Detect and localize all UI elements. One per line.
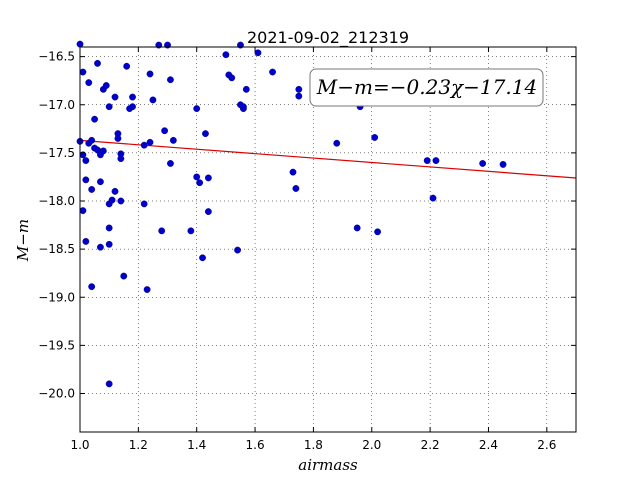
fit-line xyxy=(79,139,577,179)
x-tick-label: 2.2 xyxy=(421,438,440,452)
data-point xyxy=(82,176,90,184)
data-point xyxy=(105,103,113,111)
data-point xyxy=(499,161,507,168)
data-point xyxy=(289,168,297,176)
data-point xyxy=(479,160,487,167)
y-tick-label: −18.0 xyxy=(38,194,75,208)
data-point xyxy=(94,59,101,67)
y-tick-label: −19.5 xyxy=(38,338,75,352)
y-tick-label: −19.0 xyxy=(38,290,75,304)
x-tick-label: 1.2 xyxy=(129,438,148,452)
data-point xyxy=(333,139,341,147)
data-point xyxy=(269,68,276,76)
data-point xyxy=(140,200,148,208)
data-point xyxy=(193,173,201,181)
data-point xyxy=(149,96,157,104)
data-point xyxy=(79,207,87,215)
data-point xyxy=(88,186,96,193)
data-point xyxy=(117,155,125,163)
data-point xyxy=(423,157,431,164)
data-point xyxy=(202,130,209,138)
y-tick-label: −18.5 xyxy=(38,242,75,256)
data-point xyxy=(111,93,119,101)
data-point xyxy=(292,185,300,192)
data-point xyxy=(76,40,84,48)
fit-line-group xyxy=(79,139,577,179)
plot-frame xyxy=(79,46,577,433)
annotation-text: M−m=−0.23χ−17.14 xyxy=(316,75,537,99)
data-point xyxy=(102,82,110,89)
data-point xyxy=(429,194,437,202)
data-point xyxy=(123,62,131,70)
y-tick-label: −17.0 xyxy=(38,98,75,112)
data-point xyxy=(242,85,250,93)
data-point xyxy=(85,79,93,87)
chart-title: 2021-09-02_212319 xyxy=(247,28,409,48)
data-point xyxy=(129,93,136,101)
data-point xyxy=(239,103,247,111)
x-tick-label: 1.0 xyxy=(70,438,89,452)
data-point xyxy=(114,135,122,142)
x-tick-label: 2.4 xyxy=(479,438,498,452)
data-point xyxy=(228,74,236,82)
data-point xyxy=(353,224,361,232)
x-tick-label: 2.6 xyxy=(537,438,556,452)
y-axis-label: M−m xyxy=(14,219,32,262)
data-point xyxy=(82,157,90,164)
data-point xyxy=(169,136,177,144)
x-tick-label: 1.8 xyxy=(304,438,323,452)
data-point xyxy=(79,68,87,76)
data-point xyxy=(117,197,125,205)
y-tick-label: −17.5 xyxy=(38,146,75,160)
data-point xyxy=(146,138,154,146)
data-point xyxy=(129,103,136,111)
y-tick-label: −20.0 xyxy=(38,387,75,401)
data-point xyxy=(254,49,262,57)
data-point xyxy=(167,76,174,84)
points-group xyxy=(76,40,507,388)
data-point xyxy=(111,187,119,195)
fit-annotation: M−m=−0.23χ−17.14 xyxy=(309,68,544,107)
data-point xyxy=(140,141,148,149)
data-point xyxy=(120,272,128,280)
data-point xyxy=(88,136,96,144)
annotation-box xyxy=(309,68,544,107)
data-point xyxy=(374,228,381,236)
data-point xyxy=(295,92,303,100)
x-tick-label: 2.0 xyxy=(362,438,381,452)
data-point xyxy=(82,238,90,245)
data-point xyxy=(88,283,96,291)
data-point xyxy=(222,51,230,59)
data-point xyxy=(143,286,151,293)
data-point xyxy=(97,243,104,251)
data-point xyxy=(97,178,104,186)
y-tick-label: −16.5 xyxy=(38,50,75,64)
data-point xyxy=(161,127,169,135)
data-point xyxy=(234,246,241,254)
data-point xyxy=(105,380,113,388)
data-point xyxy=(158,227,166,235)
x-tick-label: 1.6 xyxy=(246,438,265,452)
data-point xyxy=(295,85,303,93)
data-point xyxy=(432,157,440,164)
data-point xyxy=(91,115,98,123)
data-point xyxy=(196,179,204,187)
x-axis-label: airmass xyxy=(298,456,358,474)
data-point xyxy=(371,134,379,141)
data-point xyxy=(193,105,201,113)
data-point xyxy=(204,174,212,182)
data-point xyxy=(146,70,154,78)
data-point xyxy=(199,254,206,262)
data-point xyxy=(204,208,212,215)
x-tick-label: 1.4 xyxy=(187,438,206,452)
data-point xyxy=(108,196,116,204)
data-point xyxy=(105,240,113,248)
x-ticks: 1.0 1.2 1.4 1.6 1.8 2.0 2.2 2.4 2.6 xyxy=(70,47,556,452)
data-point xyxy=(187,227,195,235)
data-point xyxy=(167,160,174,167)
y-ticks: −16.5 −17.0 −17.5 −18.0 −18.5 −19.0 −19.5 −20.0 xyxy=(38,50,576,401)
data-point xyxy=(105,224,113,232)
data-point xyxy=(99,147,107,155)
